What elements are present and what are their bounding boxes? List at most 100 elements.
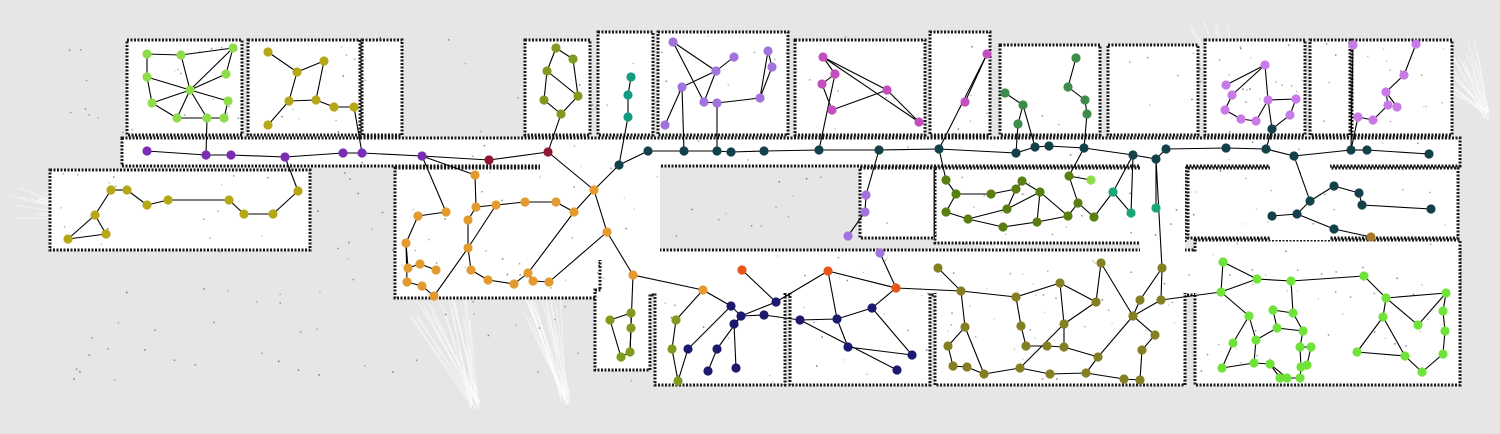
room [523,38,592,137]
obstacle-speck [1256,354,1258,357]
graph-edge [1063,346,1099,358]
obstacle-speck [875,166,877,169]
graph-node [731,363,741,373]
obstacle-speck [772,381,774,384]
obstacle-speck [844,36,847,38]
graph-node [403,263,413,273]
graph-node [625,347,635,357]
graph-edge [467,204,497,249]
obstacle-speck [219,250,221,253]
obstacle-speck [813,321,815,324]
graph-node [1096,258,1106,268]
graph-node [142,72,152,82]
graph-node [163,195,173,205]
graph-node [1126,208,1136,218]
obstacle-speck [921,58,923,60]
obstacle-speck [550,287,552,289]
graph-node [1400,351,1410,361]
obstacle-speck [539,176,541,178]
graph-node [1080,95,1090,105]
obstacle-speck [1056,378,1058,380]
graph-node [956,286,966,296]
obstacle-speck [228,106,231,108]
graph-node [1045,369,1055,379]
obstacle-speck [337,131,340,133]
obstacle-speck [803,306,805,309]
graph-edge [189,89,208,119]
obstacle-speck [202,218,205,220]
graph-edge [1019,367,1051,375]
obstacle-speck [769,374,771,377]
obstacle-speck [1242,88,1244,90]
hallway [1140,160,1185,260]
graph-edge [146,76,191,91]
obstacle-speck [964,242,966,245]
graph-edge [1059,282,1097,303]
graph-node [1081,368,1091,378]
obstacle-speck [928,299,930,301]
obstacle-speck [177,68,179,71]
obstacle-speck [1425,105,1427,108]
graph-edge [1421,353,1444,373]
obstacle-speck [564,305,566,308]
graph-edge [938,148,947,181]
graph-node [491,200,501,210]
graph-edge [572,58,579,97]
obstacle-speck [573,145,576,147]
graph-node [1011,292,1021,302]
obstacle-speck [1154,234,1157,236]
graph-edge [1333,228,1372,238]
obstacle-speck [1183,320,1186,322]
obstacle-speck [1430,243,1432,246]
graph-edge [1015,296,1022,327]
obstacle-speck [775,206,777,209]
obstacle-speck [1069,154,1072,156]
graph-edge [315,60,325,101]
graph-node [759,310,769,320]
graph-node [1251,116,1261,126]
graph-node [429,291,439,301]
obstacle-speck [316,328,318,330]
graph-node [1268,305,1278,315]
obstacle-speck [665,80,668,82]
sensor-ray [1458,56,1491,113]
obstacle-speck [1442,48,1445,50]
graph-node [1306,342,1316,352]
graph-edge [967,218,1004,228]
obstacle-speck [435,262,438,264]
sensor-ray [410,315,477,410]
graph-node [683,344,693,354]
obstacle-speck [1043,311,1046,314]
graph-node [998,222,1008,232]
graph-node [413,211,423,221]
graph-edge [296,60,325,73]
obstacle-speck [970,94,972,97]
graph-edge [67,233,107,240]
obstacle-speck [217,210,219,212]
obstacle-speck [862,271,865,274]
obstacle-speck [1149,104,1151,106]
graph-edge [1139,267,1163,301]
sensor-ray [537,314,569,403]
room [788,288,932,387]
obstacle-speck [317,210,319,212]
obstacle-speck [349,178,351,180]
obstacle-speck [1251,283,1254,286]
obstacle-speck [1111,322,1113,324]
graph-node [1252,274,1262,284]
graph-edge [1385,297,1419,326]
graph-node [960,97,970,107]
obstacle-speck [602,277,605,280]
obstacle-speck [1193,213,1195,216]
graph-node [1216,287,1226,297]
obstacle-speck [1249,88,1251,90]
obstacle-speck [1108,309,1110,312]
graph-node [1156,295,1166,305]
obstacle-speck [515,324,517,326]
graph-node [623,90,633,100]
graph-node [1362,145,1372,155]
graph-edge [671,319,677,350]
obstacle-speck [391,371,394,373]
obstacle-speck [866,373,868,375]
graph-edge [1385,292,1447,299]
